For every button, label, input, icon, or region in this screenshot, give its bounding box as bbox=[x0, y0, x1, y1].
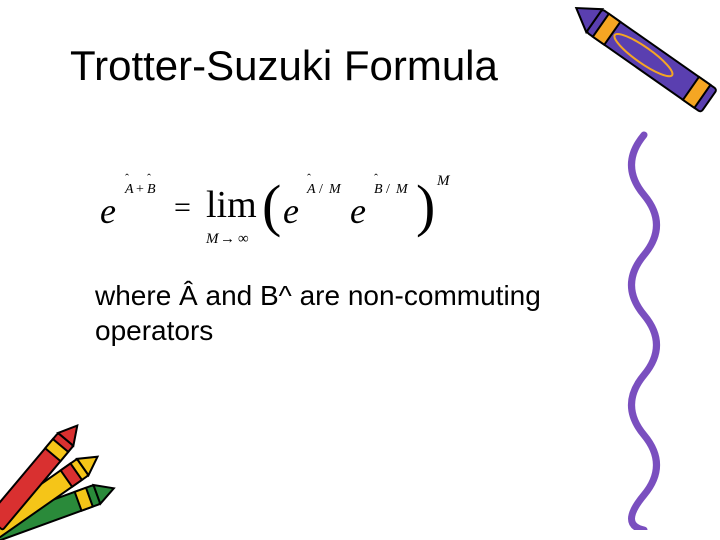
formula-lim-arrow: → bbox=[220, 231, 235, 247]
formula-e-lhs: e bbox=[100, 191, 116, 231]
formula-e2-Bhat: ˆ bbox=[374, 171, 378, 185]
formula-outer-M: M bbox=[436, 173, 451, 189]
purple-squiggle-line bbox=[614, 130, 674, 530]
slide: Trotter-Suzuki Formula e A ˆ + B ˆ = lim… bbox=[0, 0, 720, 540]
formula-exp-plus: + bbox=[136, 182, 144, 197]
formula: e A ˆ + B ˆ = lim M → ∞ ( e A ˆ / M e B … bbox=[100, 155, 520, 255]
formula-lim: lim bbox=[206, 184, 257, 226]
formula-equals: = bbox=[174, 191, 191, 224]
crayons-bottom-left bbox=[0, 390, 190, 540]
body-text: where Â and B^ are non-commuting operato… bbox=[95, 278, 615, 348]
formula-e2: e bbox=[350, 191, 366, 231]
formula-lparen: ( bbox=[262, 173, 281, 238]
formula-svg: e A ˆ + B ˆ = lim M → ∞ ( e A ˆ / M e B … bbox=[100, 155, 520, 255]
formula-lim-inf: ∞ bbox=[238, 231, 249, 247]
formula-e1-Ahat: ˆ bbox=[307, 171, 311, 185]
formula-e2-M: M bbox=[395, 182, 409, 197]
formula-rparen: ) bbox=[416, 173, 435, 238]
formula-e2-slash: / bbox=[386, 182, 390, 197]
formula-lim-M: M bbox=[205, 231, 220, 247]
purple-crayon-icon bbox=[550, 0, 720, 140]
formula-e1-M: M bbox=[328, 182, 342, 197]
formula-exp-Bhat: ˆ bbox=[147, 171, 151, 185]
formula-e1-slash: / bbox=[319, 182, 323, 197]
formula-e1: e bbox=[283, 191, 299, 231]
formula-exp-Ahat: ˆ bbox=[125, 171, 129, 185]
slide-title: Trotter-Suzuki Formula bbox=[70, 42, 498, 90]
